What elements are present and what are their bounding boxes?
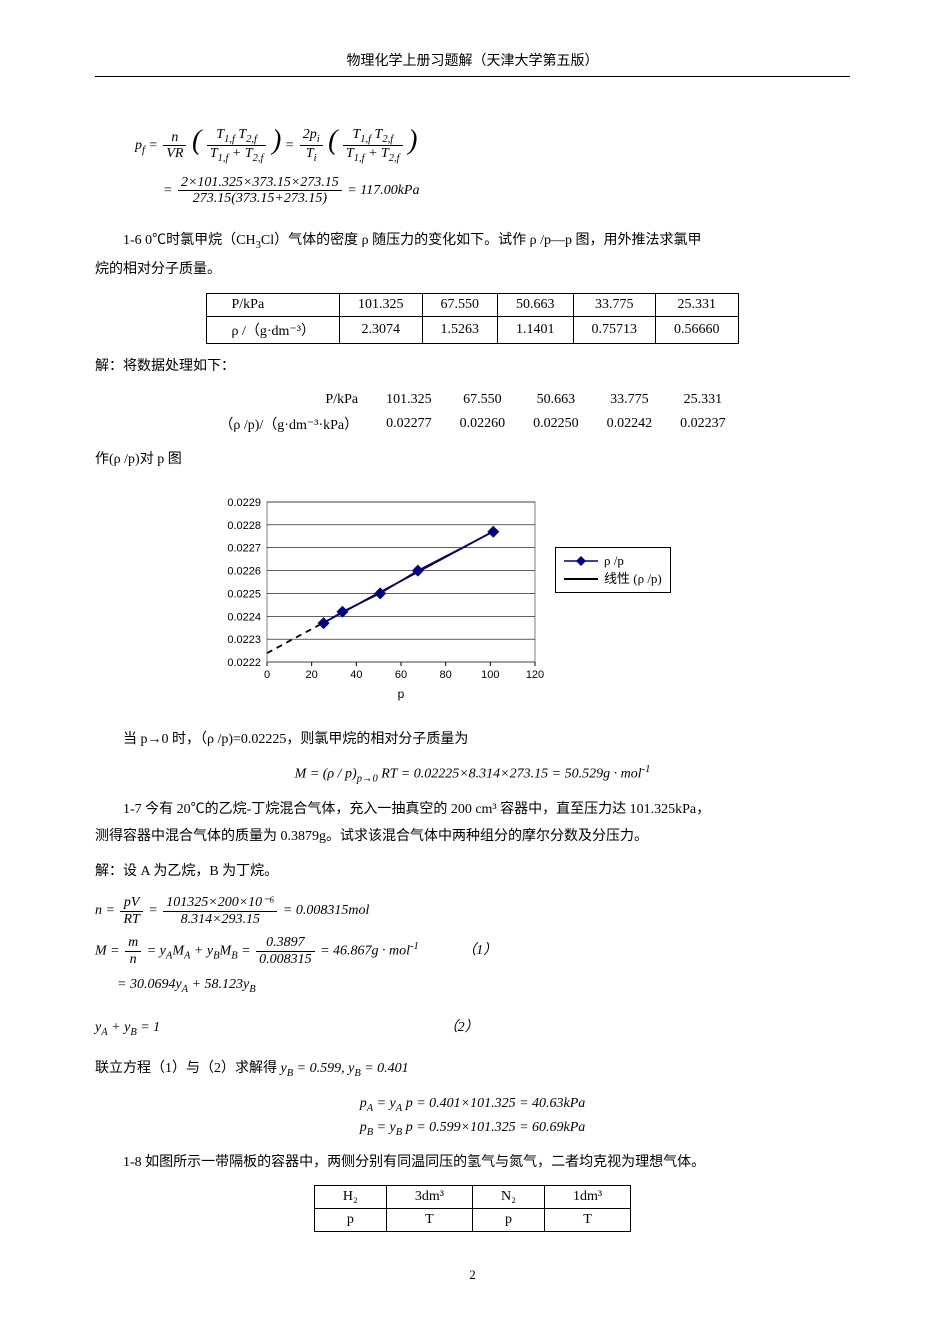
chart-legend: ρ /p 线性 (ρ /p) [555, 547, 671, 593]
svg-text:0.0222: 0.0222 [227, 657, 261, 669]
conclusion-1-6-text: 当 p→0 时，（ρ /p)=0.02225，则氯甲烷的相对分子质量为 [95, 727, 850, 752]
eq-pA: pA = yA p = 0.401×101.325 = 40.63kPa [95, 1096, 850, 1114]
table-1-6-original: P/kPa 101.325 67.550 50.663 33.775 25.33… [206, 293, 738, 344]
problem-1-7-text-b: 测得容器中混合气体的质量为 0.3879g。试求该混合气体中两种组分的摩尔分数及… [95, 824, 850, 849]
problem-1-8: 1-8 如图所示一带隔板的容器中，两侧分别有同温同压的氢气与氮气，二者均克视为理… [95, 1150, 850, 1232]
eq1-result: = 117.00kPa [347, 183, 419, 198]
container-diagram: H₂ 3dm³ N₂ 1dm³ p T p T [314, 1185, 631, 1232]
eq-sum: yA + yB = 1 （2） [95, 1016, 850, 1038]
equation-pf: pf = nVR ( T1,f T2,fT1,f + T2,f ) = 2piT… [135, 107, 850, 208]
svg-text:0.0224: 0.0224 [227, 611, 261, 623]
scatter-chart: 0.0222 0.0223 0.0224 0.0225 0.0226 0.0227 0.02… [205, 492, 625, 702]
problem-1-7-text-a: 1-7 今有 20℃的乙烷-丁烷混合气体，充入一抽真空的 200 cm³ 容器中… [95, 797, 850, 822]
solution-label: 解：将数据处理如下： [95, 354, 850, 379]
legend-item: ρ /p [564, 552, 662, 570]
eq-number: （1） [462, 934, 497, 968]
svg-text:100: 100 [481, 669, 499, 681]
svg-text:20: 20 [306, 669, 318, 681]
table-row: P/kPa 101.325 67.550 50.663 33.775 25.33… [207, 293, 738, 316]
svg-text:60: 60 [395, 669, 407, 681]
eq-M: M = mn = yAMA + yBMB = 0.3897 0.008315 =… [95, 934, 850, 1003]
problem-1-6: 1-6 0℃时氯甲烷（CH3Cl）气体的密度 ρ 随压力的变化如下。试作 ρ /… [95, 228, 850, 785]
table-row: ρ /（g·dm⁻³） 2.3074 1.5263 1.1401 0.75713… [207, 316, 738, 343]
table-row: P/kPa 101.325 67.550 50.663 33.775 25.33… [205, 389, 739, 411]
row-header: （ρ /p)/（g·dm⁻³·kPa） [205, 411, 372, 437]
page-container: 物理化学上册习题解（天津大学第五版） pf = nVR ( T1,f T2,fT… [0, 0, 945, 1323]
problem-1-8-text: 1-8 如图所示一带隔板的容器中，两侧分别有同温同压的氢气与氮气，二者均克视为理… [95, 1150, 850, 1175]
solve-text: 联立方程（1）与（2）求解得 yB = 0.599, yB = 0.401 [95, 1056, 850, 1084]
svg-text:0.0225: 0.0225 [227, 588, 261, 600]
table-row: H₂ 3dm³ N₂ 1dm³ [314, 1185, 630, 1208]
row-header: P/kPa [207, 293, 340, 316]
svg-text:0: 0 [264, 669, 270, 681]
svg-text:0.0223: 0.0223 [227, 634, 261, 646]
chart-container: 0.0222 0.0223 0.0224 0.0225 0.0226 0.0227 0.02… [205, 492, 850, 702]
problem-1-6-text-cont: 烷的相对分子质量。 [95, 257, 850, 282]
eq-number: （2） [444, 1016, 479, 1036]
page-header: 物理化学上册习题解（天津大学第五版） [95, 50, 850, 70]
row-header: P/kPa [205, 389, 372, 411]
header-title: 物理化学上册习题解（天津大学第五版） [347, 54, 599, 69]
plot-label: 作(ρ /p)对 p 图 [95, 447, 850, 472]
svg-text:p: p [398, 687, 405, 701]
svg-text:0.0229: 0.0229 [227, 497, 261, 509]
conclusion-1-6-eq: M = (ρ / p)p→0 RT = 0.02225×8.314×273.15… [95, 764, 850, 784]
header-rule [95, 76, 850, 77]
svg-text:40: 40 [350, 669, 362, 681]
eq1-num: 2×101.325×373.15×273.15 [178, 175, 342, 191]
problem-1-6-text: 1-6 0℃时氯甲烷（CH3Cl）气体的密度 ρ 随压力的变化如下。试作 ρ /… [95, 228, 850, 256]
legend-label: 线性 (ρ /p) [604, 570, 662, 588]
page-number: 2 [95, 1267, 850, 1283]
legend-item: 线性 (ρ /p) [564, 570, 662, 588]
svg-text:0.0227: 0.0227 [227, 543, 261, 555]
eq-n: n = pVRT = 101325×200×10⁻⁶ 8.314×293.15 … [95, 894, 850, 928]
svg-text:120: 120 [526, 669, 544, 681]
svg-text:0.0226: 0.0226 [227, 566, 261, 578]
table-1-6-processed: P/kPa 101.325 67.550 50.663 33.775 25.33… [205, 389, 739, 437]
svg-text:0.0228: 0.0228 [227, 520, 261, 532]
legend-label: ρ /p [604, 552, 624, 570]
eq1-den: 273.15(373.15+273.15) [178, 191, 342, 206]
problem-1-7: 1-7 今有 20℃的乙烷-丁烷混合气体，充入一抽真空的 200 cm³ 容器中… [95, 797, 850, 1138]
table-row: （ρ /p)/（g·dm⁻³·kPa） 0.02277 0.02260 0.02… [205, 411, 739, 437]
row-header: ρ /（g·dm⁻³） [207, 316, 340, 343]
solution-1-7-label: 解：设 A 为乙烷，B 为丁烷。 [95, 859, 850, 884]
svg-text:80: 80 [440, 669, 452, 681]
eq-pB: pB = yB p = 0.599×101.325 = 60.69kPa [95, 1120, 850, 1138]
table-row: p T p T [314, 1208, 630, 1231]
